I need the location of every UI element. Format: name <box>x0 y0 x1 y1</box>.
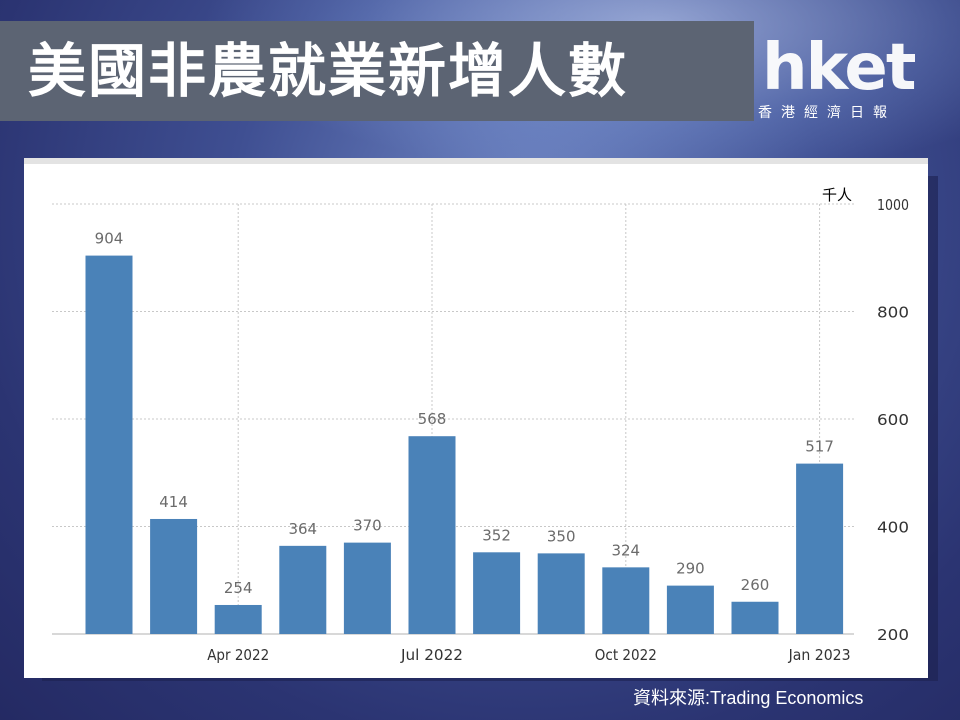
bar <box>343 542 391 634</box>
bar <box>473 552 521 634</box>
bar <box>85 255 133 634</box>
bar-value-label: 904 <box>95 230 124 248</box>
logo-subtitle: 香港經濟日報 <box>758 105 896 121</box>
bar <box>150 518 198 634</box>
bar-value-label: 568 <box>418 410 447 428</box>
bar-value-label: 352 <box>482 526 511 544</box>
bar <box>731 601 779 634</box>
bar-chart: 200 400 600 800 1000 Apr 2022 Jul 2022 Oct 2022… <box>52 196 909 664</box>
bar <box>279 545 327 634</box>
bar-value-label: 324 <box>611 541 640 559</box>
bar-value-label: 290 <box>676 560 705 578</box>
y-tick-label: 400 <box>877 519 909 537</box>
bar-value-label: 350 <box>547 527 576 545</box>
bar <box>666 585 714 634</box>
title-banner: 美國非農就業新增人數 <box>0 21 754 121</box>
bar <box>214 604 262 634</box>
bar-value-label: 364 <box>288 520 317 538</box>
x-tick-label: Apr 2022 <box>207 646 269 664</box>
y-tick-label: 600 <box>877 411 909 429</box>
y-tick-label: 200 <box>877 626 909 644</box>
y-tick-label: 1000 <box>877 196 909 214</box>
x-tick-label: Oct 2022 <box>595 646 657 664</box>
y-axis-unit-label: 千人 <box>822 186 853 204</box>
logo-wordmark: hket <box>762 31 916 105</box>
bar <box>602 567 650 634</box>
bar-value-label: 414 <box>159 493 188 511</box>
bar-value-label: 370 <box>353 517 382 535</box>
bar-value-label: 260 <box>741 576 770 594</box>
bar <box>408 436 456 634</box>
bar <box>796 463 844 634</box>
x-tick-label: Jan 2023 <box>788 646 851 664</box>
source-credit: 資料來源:Trading Economics <box>633 688 864 708</box>
x-tick-label: Jul 2022 <box>400 646 463 664</box>
bar-value-label: 517 <box>805 438 834 456</box>
chart-panel: 200 400 600 800 1000 Apr 2022 Jul 2022 Oct 2022… <box>24 158 928 678</box>
page-title: 美國非農就業新增人數 <box>28 37 629 105</box>
bar <box>537 553 585 634</box>
hket-logo: hket 香港經濟日報 <box>756 32 956 122</box>
bar-value-label: 254 <box>224 579 253 597</box>
y-tick-label: 800 <box>877 304 909 322</box>
